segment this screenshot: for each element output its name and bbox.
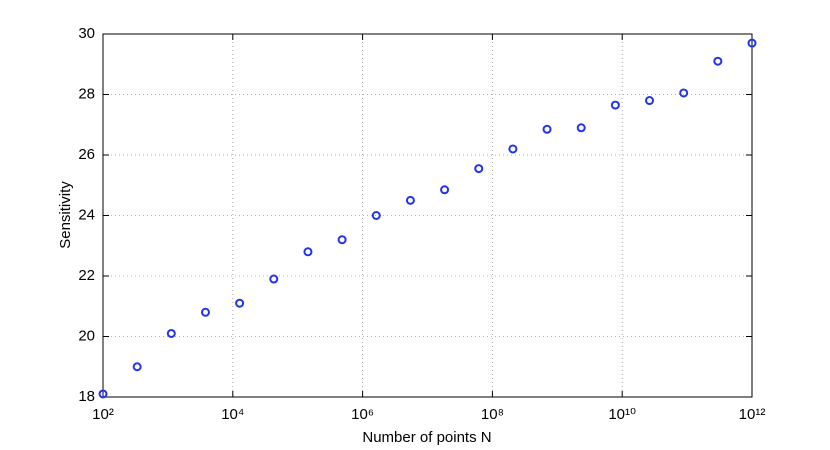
point: [337, 235, 347, 245]
y-tick-label: 28: [78, 85, 95, 102]
x-axis-label: Number of points N: [362, 429, 491, 446]
y-tick-label: 18: [78, 388, 95, 405]
point: [508, 144, 518, 154]
point: [405, 195, 415, 205]
y-tick-label: 24: [78, 206, 95, 223]
point: [235, 298, 245, 308]
point: [166, 328, 176, 338]
point: [713, 56, 723, 66]
y-tick-label: 22: [78, 267, 95, 284]
x-tick-label: 10⁸: [481, 406, 504, 423]
point: [200, 307, 210, 317]
point: [303, 247, 313, 257]
x-tick-label: 10¹⁰: [608, 406, 636, 423]
point: [440, 185, 450, 195]
point: [98, 389, 108, 399]
y-tick-label: 26: [78, 146, 95, 163]
point: [679, 88, 689, 98]
point: [576, 123, 586, 133]
y-tick-label: 20: [78, 327, 95, 344]
y-axis-label: Sensitivity: [57, 181, 74, 249]
point: [542, 124, 552, 134]
point: [132, 362, 142, 372]
y-tick-label: 30: [78, 25, 95, 42]
point: [371, 211, 381, 220]
x-tick-label: 10⁴: [221, 406, 244, 423]
point: [645, 96, 655, 106]
point: [269, 274, 279, 284]
point: [610, 100, 620, 110]
x-tick-label: 10¹²: [739, 406, 766, 423]
point: [747, 38, 757, 48]
x-tick-label: 10⁶: [351, 406, 374, 423]
point: [474, 164, 484, 174]
plot-frame: [102, 33, 753, 398]
x-tick-label: 10²: [92, 406, 114, 423]
